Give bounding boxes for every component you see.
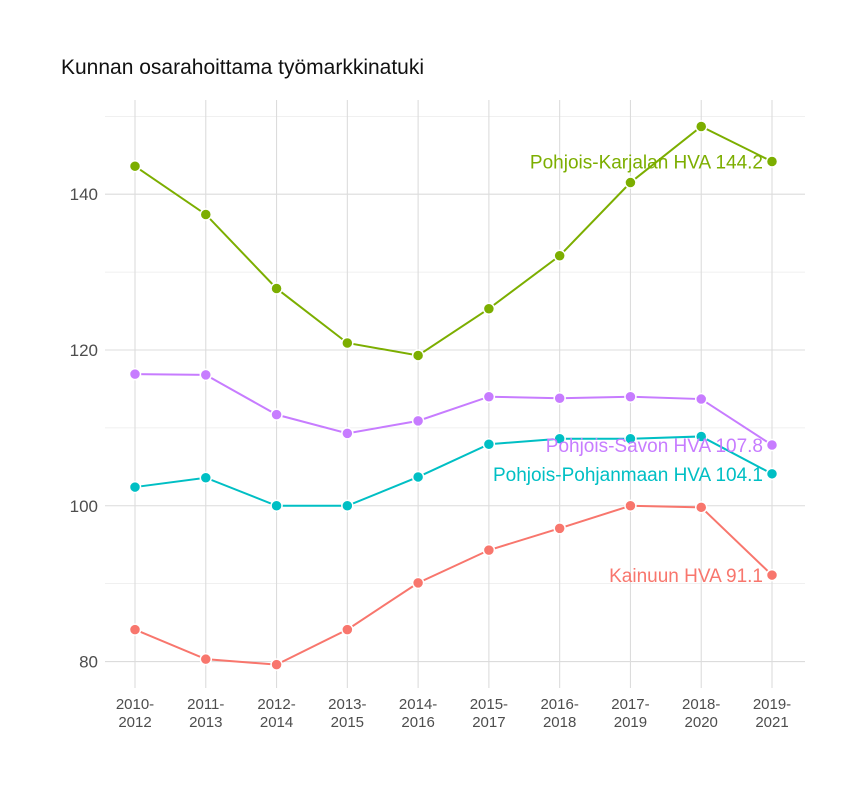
x-tick-label: 2018- <box>682 696 720 713</box>
data-point <box>765 568 779 582</box>
x-tick-label: 2020 <box>685 714 718 731</box>
x-tick-label: 2012 <box>118 714 151 731</box>
x-tick-label: 2016- <box>540 696 578 713</box>
data-point <box>694 120 708 133</box>
data-point <box>694 501 708 514</box>
x-tick-label: 2021 <box>755 714 788 731</box>
series-line <box>134 125 773 357</box>
chart-title: Kunnan osarahoittama työmarkkinatuki <box>61 56 425 79</box>
data-point <box>482 390 496 403</box>
x-tick-label: 2015 <box>331 714 364 731</box>
data-point <box>341 499 354 513</box>
data-point <box>411 576 425 590</box>
x-tick-label: 2015- <box>470 696 508 713</box>
data-point <box>694 430 708 443</box>
y-tick-label: 100 <box>70 497 98 516</box>
data-point <box>128 159 142 173</box>
data-point <box>341 623 354 636</box>
data-point <box>411 414 425 428</box>
x-tick-label: 2012- <box>257 696 295 713</box>
series-end-label: Pohjois-Savon HVA 107.8 <box>546 436 763 457</box>
data-point <box>270 282 283 295</box>
data-point <box>199 652 213 666</box>
series-line <box>134 435 773 507</box>
data-point <box>553 249 566 263</box>
data-point <box>128 623 142 636</box>
data-point <box>624 176 637 189</box>
data-point <box>199 368 213 382</box>
x-tick-label: 2019- <box>753 696 791 713</box>
x-tick-label: 2013- <box>328 696 366 713</box>
x-tick-label: 2017 <box>472 714 505 731</box>
series-line <box>134 373 773 446</box>
data-point <box>553 432 566 446</box>
x-tick-label: 2011- <box>187 696 224 713</box>
series-end-label: Kainuun HVA 91.1 <box>609 566 763 587</box>
data-point <box>553 522 566 535</box>
y-tick-label: 120 <box>70 341 98 360</box>
data-point <box>199 208 213 221</box>
data-point <box>624 432 637 446</box>
y-tick-label: 140 <box>70 185 98 204</box>
x-tick-label: 2014 <box>260 714 293 731</box>
data-point <box>270 658 283 671</box>
x-tick-label: 2016 <box>401 714 434 731</box>
data-point <box>482 302 496 315</box>
data-point <box>482 543 496 557</box>
x-tick-label: 2013 <box>189 714 222 731</box>
x-tick-label: 2018 <box>543 714 576 731</box>
data-point <box>624 499 637 513</box>
data-point <box>128 480 142 494</box>
data-point <box>270 499 283 513</box>
series-line <box>134 504 773 666</box>
data-point <box>765 438 779 452</box>
data-point <box>199 471 213 484</box>
y-tick-label: 80 <box>79 653 98 672</box>
data-point <box>411 470 425 484</box>
data-point <box>553 392 566 405</box>
data-point <box>482 437 496 451</box>
series-end-label: Pohjois-Karjalan HVA 144.2 <box>530 153 763 174</box>
x-tick-label: 2014- <box>399 696 437 713</box>
x-tick-label: 2019 <box>614 714 647 731</box>
data-point <box>694 392 708 406</box>
series-end-label: Pohjois-Pohjanmaan HVA 104.1 <box>493 465 763 486</box>
x-tick-label: 2017- <box>611 696 649 713</box>
data-point <box>341 427 354 440</box>
x-tick-label: 2010- <box>116 696 154 713</box>
data-point <box>128 367 142 381</box>
data-point <box>765 155 779 168</box>
data-point <box>765 467 779 481</box>
data-point <box>411 349 425 362</box>
data-point <box>270 408 283 421</box>
data-point <box>624 390 637 403</box>
data-point <box>341 336 354 350</box>
